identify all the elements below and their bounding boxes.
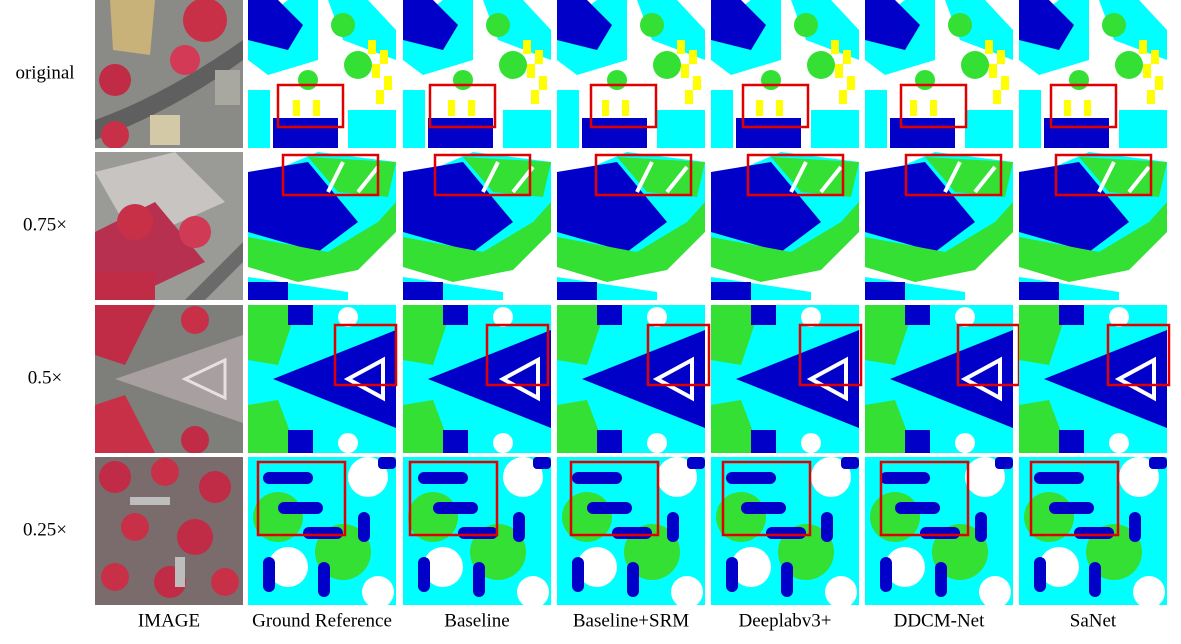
segmentation-map (711, 152, 859, 300)
segmentation-map (248, 305, 396, 453)
segmentation-map (865, 457, 1013, 608)
column-label: Deeplabv3+ (738, 610, 831, 631)
column-label: Ground Reference (252, 610, 392, 631)
column-label: Baseline (444, 610, 509, 631)
segmentation-map (557, 305, 705, 453)
segmentation-map (557, 457, 705, 608)
row-label: 0.5× (28, 367, 62, 388)
segmentation-map (711, 457, 859, 608)
figure: original 0.75× 0.5× 0.25× IMAGE Ground Refere… (0, 0, 1181, 639)
column-label: DDCM-Net (894, 610, 985, 631)
segmentation-map (1019, 305, 1167, 453)
column-label: IMAGE (138, 610, 200, 631)
segmentation-map (1019, 152, 1167, 300)
segmentation-map (865, 152, 1013, 300)
segmentation-map (248, 152, 396, 300)
segmentation-map (403, 305, 551, 453)
segmentation-map (403, 457, 551, 608)
aerial-image (95, 152, 243, 300)
segmentation-map (711, 305, 859, 453)
row-label: 0.75× (23, 214, 67, 235)
column-label: Baseline+SRM (573, 610, 689, 631)
segmentation-map (865, 305, 1013, 453)
segmentation-map (248, 457, 396, 608)
segmentation-map (1019, 457, 1167, 608)
column-label: SaNet (1070, 610, 1117, 631)
segmentation-map (557, 152, 705, 300)
aerial-image (95, 305, 243, 454)
row-label: original (15, 62, 74, 83)
aerial-image (95, 457, 243, 605)
row-label: 0.25× (23, 519, 67, 540)
aerial-image (95, 0, 243, 149)
